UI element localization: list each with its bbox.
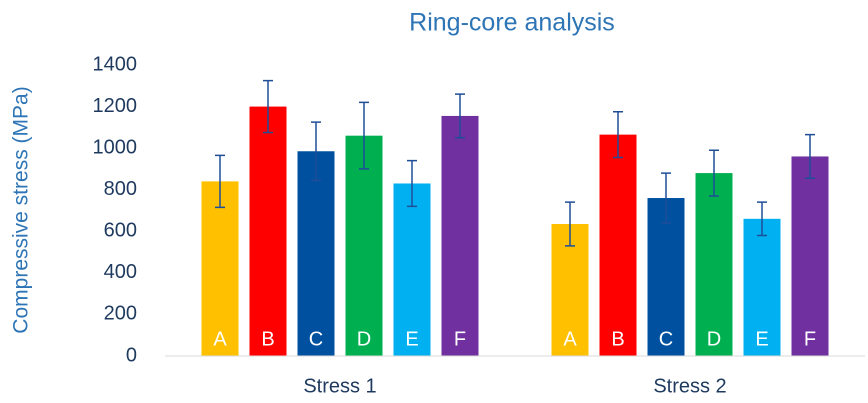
y-tick-label: 0	[126, 344, 137, 366]
x-tick-label: Stress 1	[303, 375, 376, 397]
bar-label: F	[454, 328, 466, 350]
bar	[249, 106, 287, 356]
error-bar	[565, 201, 575, 247]
error-bar	[661, 172, 671, 224]
bar-label: E	[755, 328, 768, 350]
bar-label: C	[659, 328, 673, 350]
error-bar	[311, 121, 321, 182]
error-bar	[455, 93, 465, 139]
bar-label: A	[213, 328, 227, 350]
bar-label: D	[707, 328, 721, 350]
bar	[743, 218, 781, 356]
y-tick-label: 400	[104, 261, 137, 283]
bar	[647, 198, 685, 356]
chart-title: Ring-core analysis	[409, 9, 615, 37]
bar	[599, 134, 637, 356]
error-bar	[263, 79, 273, 134]
bar-label: D	[357, 328, 371, 350]
y-tick-label: 800	[104, 178, 137, 200]
y-tick-label: 200	[104, 303, 137, 325]
error-bar	[407, 159, 417, 208]
y-tick-label: 600	[104, 220, 137, 242]
bar	[791, 156, 829, 356]
error-bar	[613, 111, 623, 159]
bar-label: A	[563, 328, 577, 350]
error-bar	[709, 149, 719, 197]
error-bar	[805, 133, 815, 180]
y-axis-label: Compressive stress (MPa)	[10, 86, 33, 333]
error-bar	[215, 154, 225, 209]
bar	[297, 151, 335, 356]
bar-label: C	[309, 328, 323, 350]
y-tick-label: 1400	[93, 53, 138, 75]
bar	[345, 135, 383, 356]
y-tick-label: 1200	[93, 95, 138, 117]
bar	[441, 115, 479, 356]
bar	[393, 183, 431, 356]
error-bar	[359, 101, 369, 170]
bar-label: B	[611, 328, 624, 350]
bar-label: F	[804, 328, 816, 350]
bar	[201, 181, 239, 356]
x-tick-label: Stress 2	[653, 375, 726, 397]
bar-label: E	[405, 328, 418, 350]
error-bar	[757, 201, 767, 237]
bar-label: B	[261, 328, 274, 350]
y-tick-label: 1000	[93, 136, 138, 158]
bar	[695, 173, 733, 356]
